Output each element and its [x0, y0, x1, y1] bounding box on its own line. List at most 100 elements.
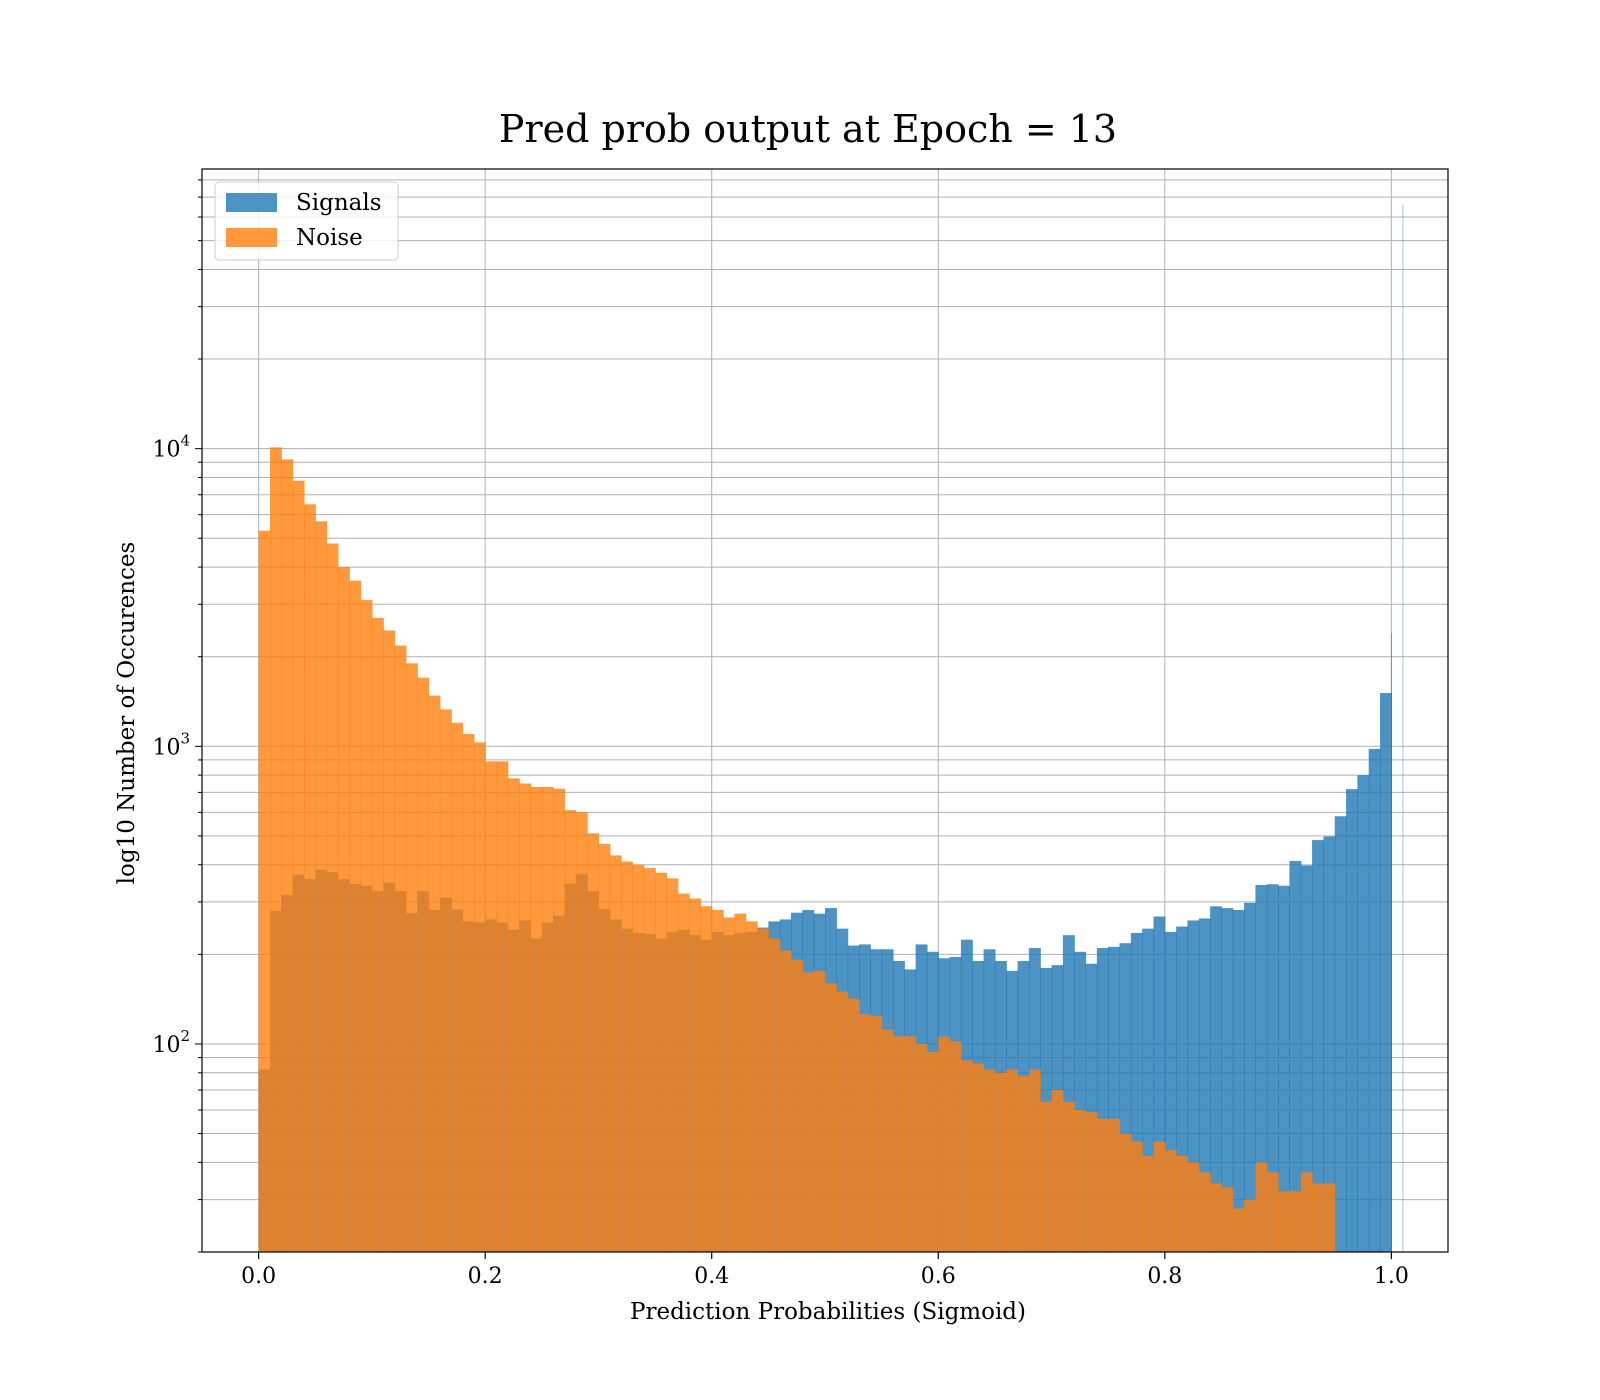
noise-bar [881, 1029, 894, 1252]
noise-bar [779, 950, 792, 1252]
plot-area: 0.0 0.2 0.4 0.6 0.8 1.0 102 103 104 [152, 168, 1449, 1289]
noise-bar [269, 447, 282, 1253]
noise-bar [1244, 1199, 1257, 1252]
signals-bar [1289, 860, 1302, 1252]
signals-bar [1402, 204, 1404, 1252]
noise-bar [972, 1063, 985, 1252]
noise-bar [1289, 1191, 1302, 1252]
signals-bar [1255, 884, 1268, 1252]
noise-bar [836, 991, 849, 1252]
noise-bar [405, 663, 418, 1252]
noise-bar [915, 1043, 928, 1252]
signals-bar [1085, 963, 1098, 1252]
noise-bar [587, 833, 600, 1252]
signals-bar [1300, 865, 1313, 1252]
x-tick-label: 0.6 [921, 1264, 956, 1289]
noise-bar [1108, 1118, 1121, 1252]
noise-bar [1096, 1118, 1109, 1252]
x-tick-label: 0.8 [1147, 1264, 1182, 1289]
noise-bar [337, 567, 350, 1252]
noise-bar [1074, 1109, 1087, 1252]
noise-bar [1142, 1156, 1155, 1252]
noise-bar [1062, 1101, 1075, 1252]
noise-bar [621, 861, 634, 1252]
x-tick-label: 0.4 [694, 1264, 729, 1289]
noise-bar [994, 1072, 1007, 1252]
legend: Signals Noise [214, 181, 399, 261]
signals-bar [1346, 789, 1358, 1252]
noise-bar [643, 868, 656, 1252]
y-tick-label: 104 [152, 432, 190, 463]
signals-bar [1130, 932, 1143, 1252]
signals-bar [1210, 906, 1223, 1252]
noise-bar [541, 786, 554, 1252]
noise-bar [371, 617, 384, 1252]
noise-bar [258, 530, 271, 1252]
noise-bar [507, 778, 520, 1252]
signals-bar [1312, 840, 1324, 1252]
noise-bar [1051, 1090, 1064, 1252]
noise-bar [609, 855, 622, 1252]
noise-bar [1176, 1156, 1189, 1252]
noise-bar [439, 709, 452, 1252]
noise-bar [983, 1069, 996, 1252]
signals-bar [1221, 908, 1234, 1252]
noise-bar [519, 783, 532, 1252]
signals-bar [1119, 943, 1132, 1252]
noise-bar [473, 742, 486, 1252]
noise-bar [485, 761, 498, 1252]
signals-bar [1176, 926, 1189, 1252]
noise-bar [700, 906, 713, 1252]
y-tick-label: 103 [152, 729, 190, 760]
signals-bar [1074, 951, 1087, 1252]
signals-bar [1142, 928, 1155, 1252]
signals-bar [1334, 816, 1347, 1252]
noise-bar [462, 733, 475, 1252]
noise-bar [1300, 1172, 1313, 1252]
noise-bar [292, 480, 305, 1253]
signals-bar [1232, 909, 1245, 1252]
series-noise [258, 447, 1336, 1253]
noise-bar [1198, 1172, 1211, 1252]
noise-bar [870, 1016, 883, 1252]
noise-bar [383, 630, 396, 1252]
noise-bar [530, 786, 543, 1252]
legend-label-noise: Noise [296, 225, 363, 251]
signals-bar [1198, 918, 1211, 1252]
signals-bar [1323, 836, 1336, 1252]
noise-bar [723, 917, 735, 1252]
noise-bar [1255, 1162, 1268, 1252]
noise-bar [677, 893, 690, 1252]
noise-bar [1221, 1187, 1234, 1252]
noise-bar [711, 909, 724, 1252]
noise-bar [394, 645, 407, 1252]
noise-bar [734, 913, 747, 1252]
noise-bar [451, 722, 464, 1252]
noise-bar [858, 1014, 871, 1252]
noise-bar [892, 1036, 905, 1252]
noise-bar [1085, 1112, 1098, 1252]
noise-bar [666, 878, 679, 1252]
noise-bar [926, 1051, 939, 1252]
noise-bar [1187, 1162, 1200, 1252]
noise-bar [757, 928, 769, 1252]
noise-bar [1323, 1183, 1336, 1252]
noise-bar [1210, 1183, 1223, 1252]
noise-bar [360, 600, 373, 1252]
noise-bar [553, 788, 566, 1252]
noise-bar [417, 677, 430, 1252]
signals-bar [1357, 775, 1370, 1252]
noise-bar [315, 521, 328, 1252]
noise-bar [1040, 1101, 1053, 1252]
noise-bar [1232, 1208, 1245, 1252]
noise-bar [938, 1036, 951, 1252]
noise-bar [802, 972, 815, 1252]
noise-bar [428, 695, 441, 1252]
signals-bar [1096, 948, 1109, 1252]
signals-bar [1278, 885, 1291, 1252]
signals-bar [1266, 884, 1279, 1252]
noise-bar [689, 898, 701, 1252]
legend-swatch-noise [226, 228, 277, 247]
noise-bar [632, 864, 645, 1252]
noise-bar [1119, 1133, 1132, 1252]
